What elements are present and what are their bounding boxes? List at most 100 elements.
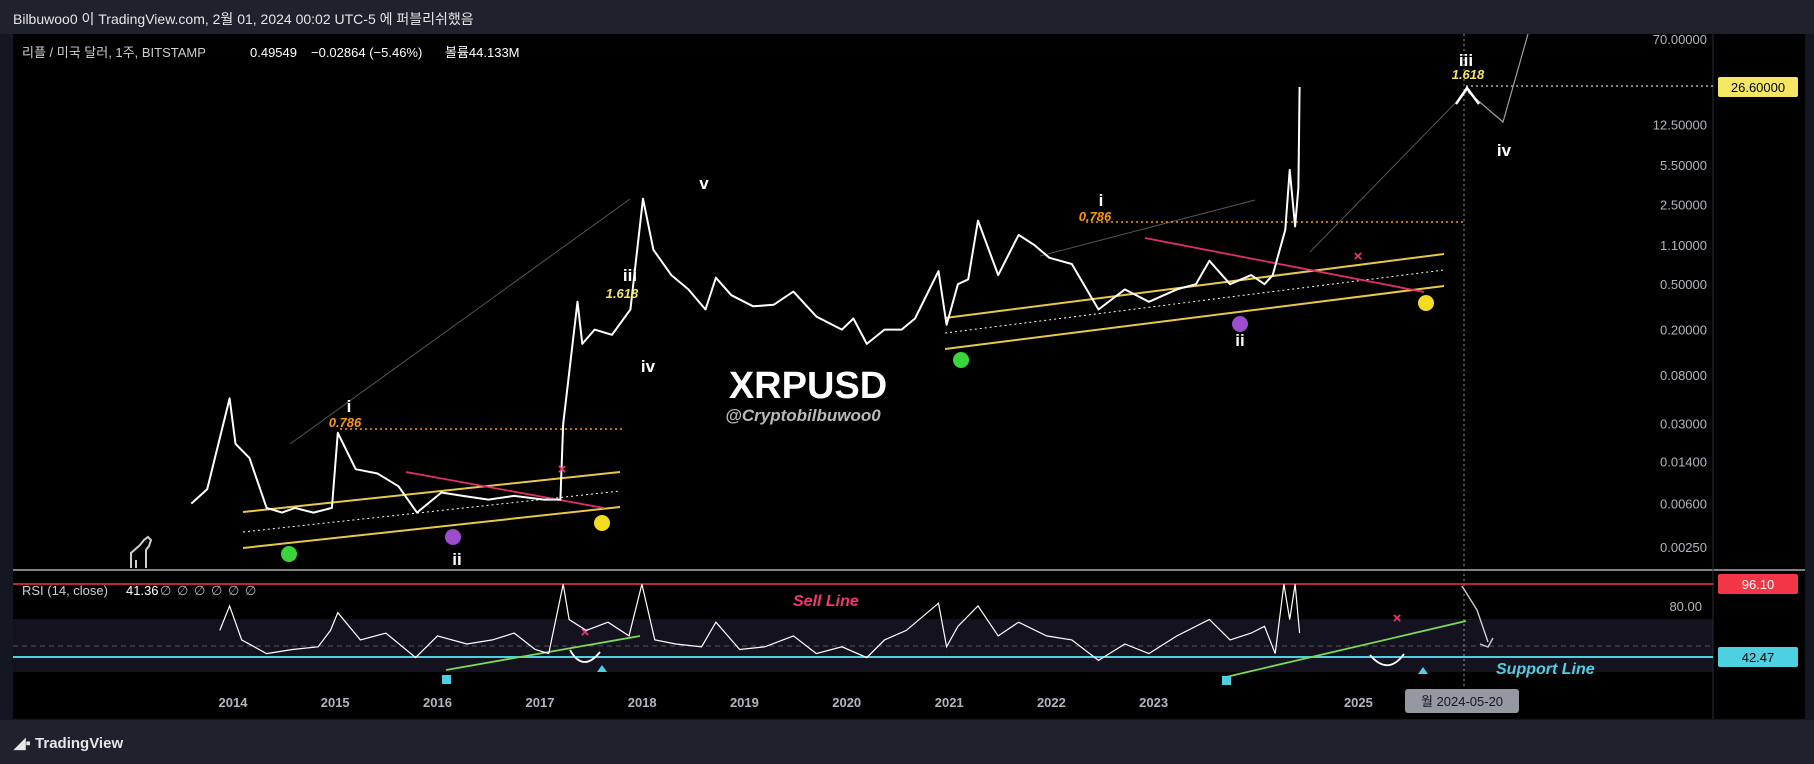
wave-label: i (1099, 191, 1104, 210)
sell-line-label: Sell Line (793, 593, 859, 610)
time-tick-label: 2019 (730, 695, 759, 710)
rsi-value-label: 41.36 (126, 583, 159, 598)
main-pane-bg (13, 34, 1805, 719)
fib-label: 1.618 (606, 286, 639, 301)
price-tick-label: 0.50000 (1660, 277, 1707, 292)
cross-marker-1: × (558, 461, 567, 478)
wave-label: iii (1459, 51, 1473, 70)
wave-label: i (347, 397, 352, 416)
wave3-guide (1309, 89, 1469, 253)
wave2-guide (1039, 199, 1256, 257)
footer-bar (0, 720, 1814, 764)
time-tick-label: 2022 (1037, 695, 1066, 710)
channel-mid-2 (944, 269, 1445, 334)
time-tick-label: 2025 (1344, 695, 1373, 710)
marker-yellow-1 (594, 515, 610, 531)
price-tick-label: 2.50000 (1660, 197, 1707, 212)
last-price: 0.49549 (250, 45, 297, 60)
price-tick-label: 0.08000 (1660, 368, 1707, 383)
channel-lower-2 (944, 285, 1445, 350)
price-highlight-tag: 26.60000 (1731, 80, 1785, 95)
time-tick-label: 2015 (321, 695, 350, 710)
cross-marker-2: × (1354, 248, 1363, 265)
price-axis[interactable]: 70.00000 12.50000 5.50000 2.50000 1.10000 0.5… (1653, 32, 1707, 555)
rsi-arc-2 (1369, 653, 1405, 667)
channel-upper-1 (242, 471, 621, 513)
rsi-triangle-2 (1418, 667, 1428, 674)
tv-logo-icon: ◢▪ (14, 735, 31, 752)
time-tick-label: 2018 (628, 695, 657, 710)
wave-label: ii (452, 550, 461, 569)
fib-label: 0.786 (329, 415, 362, 430)
marker-green-2 (953, 352, 969, 368)
price-change: −0.02864 (−5.46%) (311, 45, 422, 60)
time-tick-label: 2021 (935, 695, 964, 710)
publish-caption: Bilbuwoo0 이 TradingView.com, 2월 01, 2024… (13, 11, 474, 27)
price-highlight-tag-bg (1718, 77, 1798, 97)
sell-line-tag-bg (1718, 574, 1798, 594)
crosshair-date-tag (1405, 689, 1519, 713)
support-line-label: Support Line (1496, 661, 1595, 678)
rsi-projection-arrowhead (1479, 637, 1494, 648)
trendline-2 (1144, 237, 1425, 293)
sell-line-tag: 96.10 (1742, 577, 1775, 592)
marker-purple-1 (445, 529, 461, 545)
price-series-line (190, 86, 1301, 514)
rsi-na-label: ∅ (245, 583, 256, 598)
marker-purple-2 (1232, 316, 1248, 332)
wave-label: iii (623, 266, 637, 285)
rsi-indicator-label: RSI (14, close) (22, 583, 108, 598)
rsi-trendline-1 (445, 635, 641, 671)
rsi-projection-arrow (1461, 585, 1489, 643)
crosshair-date-text: 월 2024-05-20 (1421, 694, 1503, 709)
marker-green-1 (281, 546, 297, 562)
rsi-series-line (219, 583, 1301, 662)
tv-brand-text: TradingView (35, 735, 124, 752)
wave-label: v (699, 174, 709, 193)
channel-mid-1 (242, 490, 621, 533)
rsi-arc-1 (569, 649, 601, 663)
rsi-trendline-2 (1225, 620, 1467, 678)
rsi-tick-label: 80.00 (1669, 599, 1702, 614)
guide-lines (242, 33, 1713, 690)
rsi-na-label: ∅ (160, 583, 171, 598)
wave-label: iv (641, 357, 656, 376)
channel-upper-2 (944, 253, 1445, 319)
channel-lower-1 (242, 506, 621, 549)
marker-yellow-2 (1418, 295, 1434, 311)
price-tick-label: 0.03000 (1660, 417, 1707, 432)
time-tick-label: 2020 (832, 695, 861, 710)
fib-label: 1.618 (1452, 67, 1485, 82)
axis-tags: 26.60000 96.10 42.47 (1718, 77, 1798, 667)
price-tick-label: 0.00600 (1660, 497, 1707, 512)
wave1-guide (289, 198, 631, 445)
price-tick-label: 0.20000 (1660, 323, 1707, 338)
rsi-na-label: ∅ (194, 583, 205, 598)
price-tick-label: 0.00250 (1660, 540, 1707, 555)
tradingview-logo[interactable]: ◢▪ TradingView (14, 734, 123, 752)
time-axis[interactable]: 2014 2015 2016 2017 2018 2019 2020 2021 2022 2023… (219, 689, 1519, 713)
support-line-tag: 42.47 (1742, 650, 1775, 665)
projection-path (1467, 33, 1529, 124)
watermark-title: XRPUSD (729, 365, 887, 407)
rsi-na-label: ∅ (177, 583, 188, 598)
symbol-legend: 리플 / 미국 달러, 1주, BITSTAMP (22, 45, 206, 60)
price-tick-label: 12.50000 (1653, 118, 1707, 133)
rsi-na-label: ∅ (211, 583, 222, 598)
rsi-axis[interactable]: 80.00 (1669, 599, 1702, 614)
fib-label: 0.786 (1079, 209, 1112, 224)
publish-caption-bar: Bilbuwoo0 이 TradingView.com, 2월 01, 2024… (0, 0, 1814, 34)
dino-icon (130, 535, 153, 568)
markers: × × (130, 248, 1434, 568)
rsi-triangle-1 (597, 665, 607, 672)
chart-canvas[interactable]: 리플 / 미국 달러, 1주, BITSTAMP 0.49549 −0.0286… (0, 0, 1814, 720)
watermark-author: @Cryptobilbuwoo0 (725, 406, 881, 425)
wave-label: ii (1235, 331, 1244, 350)
rsi-na-labels: ∅ ∅ ∅ ∅ ∅ ∅ (160, 583, 256, 598)
wave-label: iv (1497, 141, 1512, 160)
rsi-buy-marker-1 (442, 675, 451, 684)
time-tick-label: 2017 (526, 695, 555, 710)
time-tick-label: 2023 (1139, 695, 1168, 710)
trendline-1 (405, 471, 605, 509)
